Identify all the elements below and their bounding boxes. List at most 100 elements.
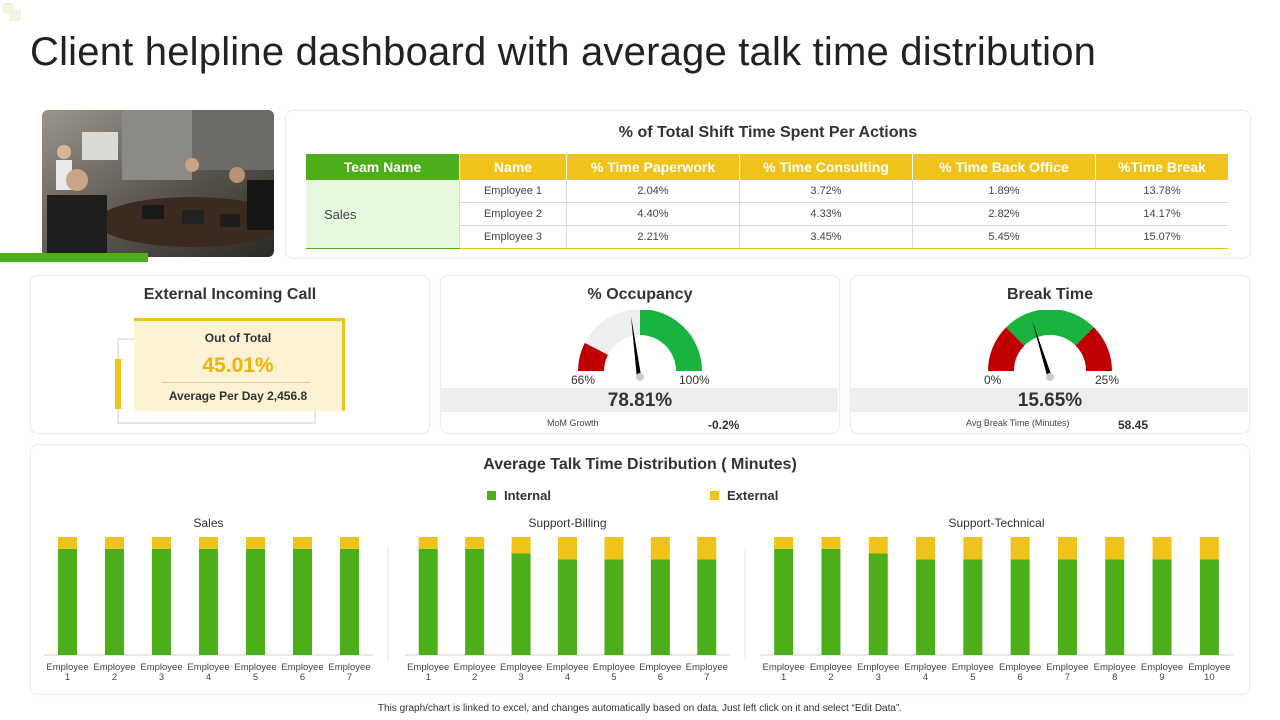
- bar-internal: [1105, 559, 1125, 655]
- occupancy-needle: [631, 316, 642, 377]
- x-tick-label: Employee 6: [281, 662, 323, 683]
- x-tick-label: Employee 5: [952, 662, 994, 683]
- bar-external: [293, 537, 312, 549]
- occupancy-min-label: 66%: [571, 373, 596, 387]
- bar-external: [650, 537, 670, 560]
- bar-external: [604, 537, 624, 560]
- x-tick-label: Employee 2: [454, 662, 496, 683]
- header-back-office: % Time Back Office: [912, 154, 1096, 180]
- x-tick-label: Employee 4: [187, 662, 229, 683]
- table-row: Sales Employee 1 2.04% 3.72% 1.89% 13.78…: [306, 180, 1228, 249]
- bar-internal: [868, 553, 888, 655]
- bar-internal: [604, 559, 624, 655]
- x-tick-label: Employee 4: [546, 662, 588, 683]
- bar-internal: [58, 548, 77, 655]
- external-call-kpi-box: Out of Total 45.01% Average Per Day 2,45…: [134, 318, 345, 411]
- group-label: Sales: [193, 516, 223, 530]
- x-tick-label: Employee 7: [686, 662, 728, 683]
- header-consulting: % Time Consulting: [739, 154, 913, 180]
- x-tick-label: Employee 4: [904, 662, 946, 683]
- x-tick-label: Employee 5: [593, 662, 635, 683]
- mom-growth-value: -0.2%: [708, 418, 740, 432]
- legend-internal-swatch: [487, 491, 496, 500]
- header-name: Name: [459, 154, 567, 180]
- meeting-photo-icon: [42, 110, 274, 257]
- table-cell: 4.40%: [566, 202, 740, 226]
- header-team-name: Team Name: [306, 154, 460, 180]
- bar-external: [1010, 537, 1030, 560]
- table-cell: 4.33%: [739, 202, 913, 226]
- bar-external: [916, 537, 936, 560]
- bar-internal: [558, 559, 577, 655]
- avg-break-time-value: 58.45: [1118, 418, 1149, 432]
- bar-external: [963, 537, 983, 560]
- x-tick-label: Employee 3: [857, 662, 899, 683]
- occupancy-gauge: [578, 310, 702, 381]
- bar-internal: [511, 553, 531, 655]
- x-tick-label: Employee 1: [763, 662, 805, 683]
- mom-growth-label: MoM Growth: [547, 418, 599, 428]
- bar-external: [58, 537, 77, 549]
- occupancy-max-label: 100%: [679, 373, 710, 387]
- table-cell: 2.82%: [912, 202, 1096, 226]
- x-tick-label: Employee 7: [1046, 662, 1088, 683]
- break-time-needle: [1032, 320, 1053, 379]
- bar-internal: [821, 548, 841, 655]
- bar-external: [1152, 537, 1172, 560]
- table-cell: 15.07%: [1095, 225, 1228, 249]
- bar-internal: [1010, 559, 1030, 655]
- x-tick-label: Employee 2: [810, 662, 852, 683]
- table-cell: 3.45%: [739, 225, 913, 249]
- table-cell: Employee 1: [459, 180, 567, 203]
- break-value-band: [851, 388, 1248, 412]
- table-cell: 1.89%: [912, 180, 1096, 203]
- bar-external: [246, 537, 265, 549]
- bar-external: [774, 537, 794, 549]
- header-break: %Time Break: [1095, 154, 1228, 180]
- bar-internal: [418, 548, 438, 655]
- bar-external: [1105, 537, 1125, 560]
- external-call-title: External Incoming Call: [143, 286, 317, 303]
- bar-internal: [246, 548, 265, 655]
- x-tick-label: Employee 1: [407, 662, 449, 683]
- bar-internal: [774, 548, 794, 655]
- bar-internal: [465, 548, 485, 655]
- avg-per-day-value: 2,456.8: [267, 389, 308, 403]
- bar-internal: [963, 559, 983, 655]
- x-tick-label: Employee 6: [999, 662, 1041, 683]
- bar-external: [105, 537, 124, 549]
- bar-external: [697, 537, 717, 560]
- table-header-row: Team Name Name % Time Paperwork % Time C…: [306, 154, 1228, 180]
- footer-note: This graph/chart is linked to excel, and…: [377, 703, 903, 714]
- x-tick-label: Employee 3: [500, 662, 542, 683]
- bar-external: [1199, 537, 1219, 560]
- bar-internal: [1152, 559, 1172, 655]
- page-title: Client helpline dashboard with average t…: [30, 30, 1097, 74]
- avg-per-day-label: Average Per Day: [168, 389, 264, 403]
- table-cell: 3.72%: [739, 180, 913, 203]
- x-tick-label: Employee 9: [1141, 662, 1183, 683]
- bar-external: [1057, 537, 1077, 560]
- corner-logo-icon: [3, 3, 21, 21]
- bar-internal: [1057, 559, 1077, 655]
- bar-internal: [199, 548, 218, 655]
- x-tick-label: Employee 3: [140, 662, 182, 683]
- chart-title: Average Talk Time Distribution ( Minutes…: [483, 456, 797, 473]
- bar-external: [511, 537, 531, 554]
- table-row: Employee 2 4.40% 4.33% 2.82% 14.17%: [306, 202, 1228, 226]
- legend-external-label: External: [727, 488, 779, 503]
- table-cell: Employee 2: [459, 202, 567, 226]
- bar-internal: [152, 548, 171, 655]
- break-min-label: 0%: [984, 373, 1002, 387]
- legend-external-swatch: [710, 491, 719, 500]
- x-tick-label: Employee 8: [1094, 662, 1136, 683]
- team-name-cell: Sales: [306, 180, 460, 249]
- break-time-value: 15.65%: [1017, 390, 1083, 411]
- occupancy-title: % Occupancy: [587, 286, 693, 303]
- legend-internal-label: Internal: [504, 488, 551, 503]
- shift-time-table: Team Name Name % Time Paperwork % Time C…: [306, 154, 1228, 249]
- x-tick-label: Employee 6: [639, 662, 681, 683]
- kpi-divider: [162, 382, 310, 383]
- bar-external: [558, 537, 577, 560]
